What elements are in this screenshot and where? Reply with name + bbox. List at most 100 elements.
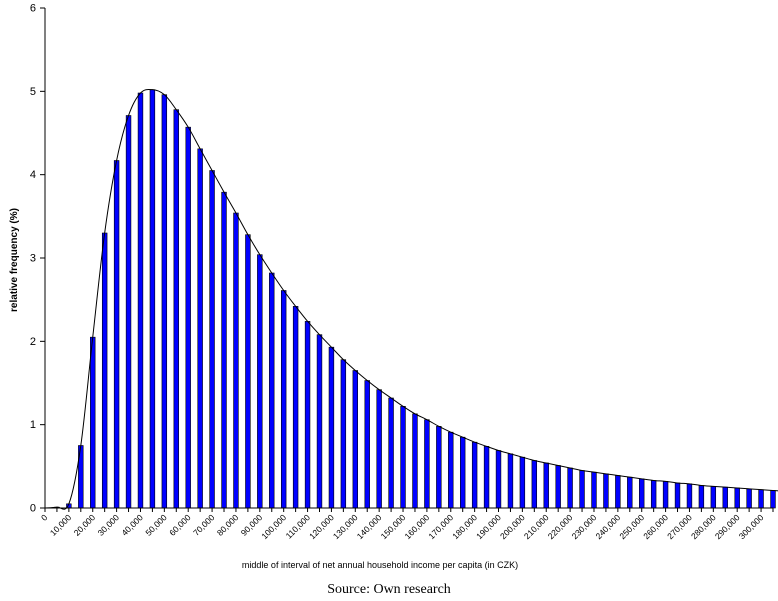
bar — [197, 148, 203, 509]
bar — [412, 413, 418, 509]
bar — [662, 481, 669, 509]
bar — [495, 450, 502, 509]
bar — [734, 487, 740, 509]
x-tick-label: 290,000 — [713, 512, 742, 541]
bar — [674, 482, 681, 509]
y-axis-label: relative frequency (%) — [9, 208, 20, 312]
bar — [567, 467, 573, 509]
x-tick-label: 70,000 — [191, 512, 217, 538]
bar — [555, 465, 561, 509]
bar — [352, 370, 358, 509]
x-tick-label: 170,000 — [426, 512, 455, 541]
bar — [316, 334, 323, 509]
bar — [400, 406, 406, 509]
bar — [448, 431, 454, 509]
bar — [388, 397, 394, 509]
bar — [173, 109, 179, 509]
bars-group — [54, 89, 776, 509]
bar — [543, 462, 549, 509]
x-tick-label: 220,000 — [546, 512, 575, 541]
x-tick-label: 270,000 — [665, 512, 694, 541]
bar — [149, 89, 156, 509]
bar — [519, 456, 526, 509]
y-tick-label: 3 — [30, 253, 36, 265]
x-tick-label: 0 — [39, 512, 50, 523]
bar — [424, 419, 430, 509]
y-ticks-group: 0 1 2 3 4 5 6 — [30, 3, 45, 515]
y-tick-label: 6 — [30, 3, 36, 15]
x-tick-label: 160,000 — [403, 512, 432, 541]
bar — [280, 290, 287, 509]
x-tick-label: 280,000 — [689, 512, 718, 541]
bar — [627, 476, 633, 509]
bar — [245, 234, 251, 509]
y-tick-label: 5 — [30, 86, 36, 98]
bar — [459, 436, 466, 509]
bar — [376, 389, 382, 509]
x-ticks-group: 010,00020,00030,00040,00050,00060,00070,… — [39, 508, 774, 541]
bar — [257, 254, 263, 509]
bar — [710, 486, 717, 509]
bar — [471, 441, 478, 509]
bar — [758, 489, 764, 509]
y-tick-label: 0 — [30, 503, 36, 515]
x-tick-label: 260,000 — [641, 512, 670, 541]
x-tick-label: 190,000 — [474, 512, 503, 541]
x-tick-label: 100,000 — [259, 512, 288, 541]
bar — [722, 486, 728, 509]
x-tick-label: 230,000 — [570, 512, 599, 541]
bar — [579, 470, 585, 509]
bar — [615, 475, 621, 509]
bar — [686, 483, 693, 509]
x-tick-label: 20,000 — [72, 512, 98, 538]
bar — [209, 170, 215, 509]
bar — [436, 426, 442, 509]
bar — [507, 453, 514, 509]
x-tick-label: 180,000 — [450, 512, 479, 541]
x-tick-label: 130,000 — [331, 512, 360, 541]
bar — [340, 359, 347, 509]
bar — [125, 115, 132, 509]
x-tick-label: 210,000 — [522, 512, 551, 541]
x-tick-label: 200,000 — [498, 512, 527, 541]
bar — [161, 94, 168, 509]
bar — [233, 212, 239, 509]
bar — [746, 488, 752, 509]
x-axis-label: middle of interval of net annual househo… — [242, 560, 518, 570]
bar — [591, 471, 597, 509]
bar — [650, 480, 657, 509]
y-tick-label: 2 — [30, 336, 36, 348]
bar — [603, 473, 609, 509]
density-curve — [44, 88, 778, 510]
y-tick-label: 4 — [30, 169, 36, 181]
bar — [90, 336, 96, 509]
bar — [304, 321, 311, 509]
x-tick-label: 80,000 — [215, 512, 241, 538]
bar — [221, 191, 227, 509]
x-tick-label: 110,000 — [284, 512, 313, 541]
bar — [483, 446, 490, 509]
bar — [185, 126, 191, 509]
bar — [328, 346, 335, 509]
bar — [137, 92, 144, 509]
x-tick-label: 140,000 — [355, 512, 384, 541]
bar — [364, 380, 370, 509]
bar — [531, 460, 538, 509]
x-tick-label: 300,000 — [737, 512, 766, 541]
x-tick-label: 120,000 — [307, 512, 336, 541]
x-tick-label: 50,000 — [143, 512, 169, 538]
x-tick-label: 40,000 — [119, 512, 145, 538]
source-note: Source: Own research — [327, 582, 451, 597]
x-tick-label: 10,000 — [48, 512, 74, 538]
bar — [698, 485, 705, 509]
bar — [639, 478, 645, 509]
x-tick-label: 250,000 — [617, 512, 646, 541]
bar — [770, 490, 776, 509]
bar — [101, 232, 108, 509]
bar — [292, 306, 299, 509]
x-tick-label: 150,000 — [379, 512, 408, 541]
bar — [113, 160, 120, 509]
x-tick-label: 60,000 — [167, 512, 193, 538]
bar — [269, 272, 275, 509]
